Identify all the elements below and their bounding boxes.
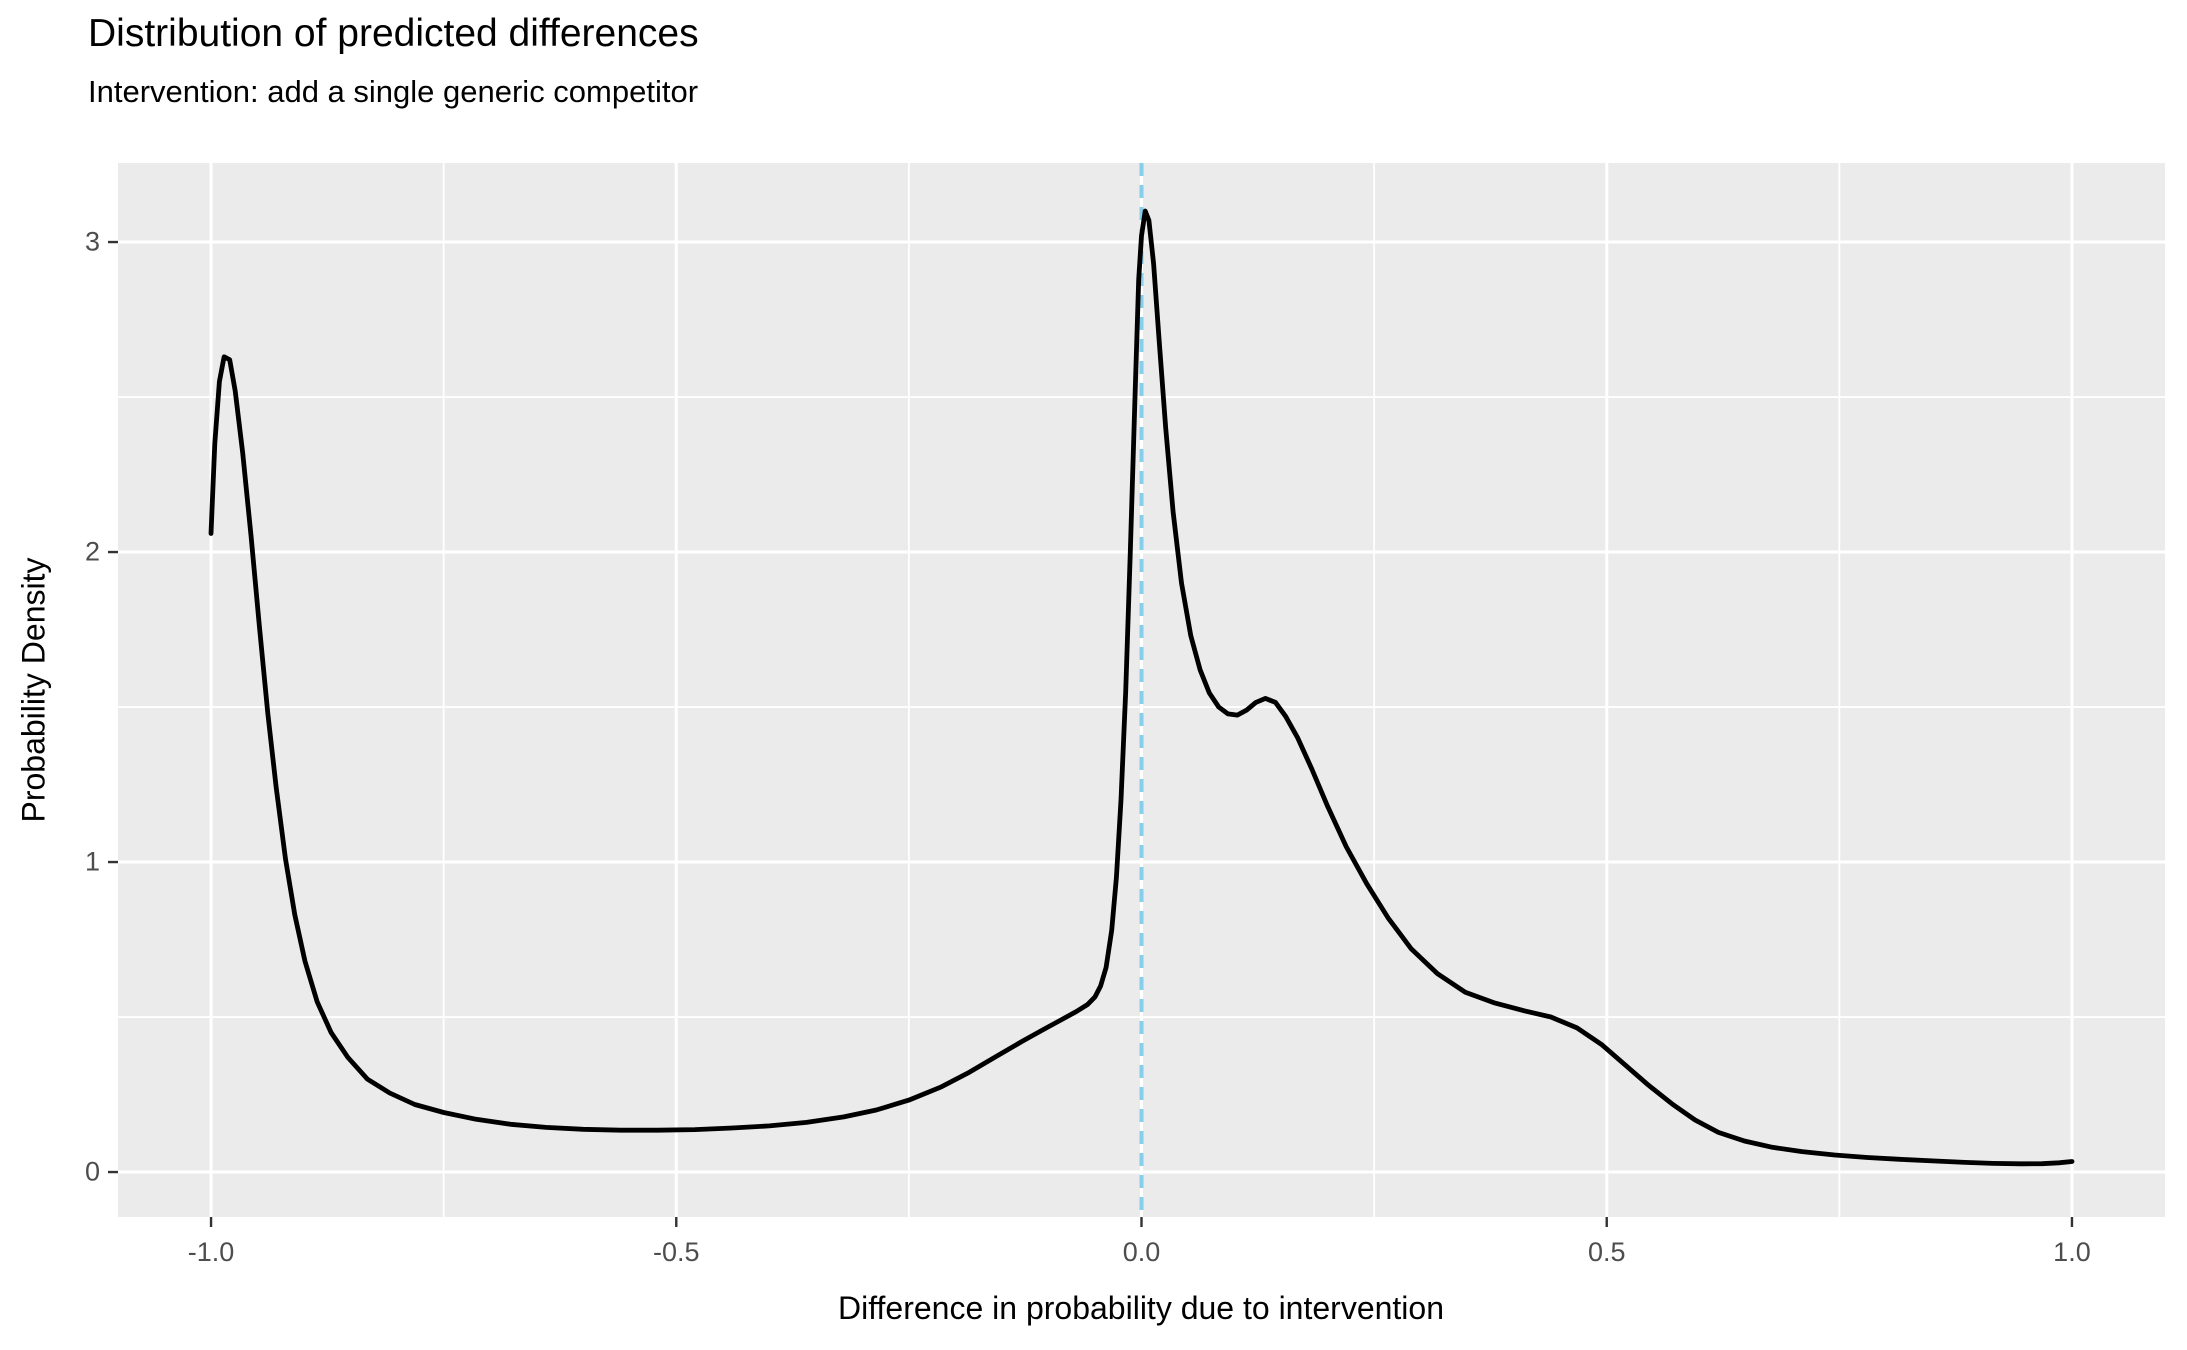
y-axis-title: Probability Density <box>15 557 52 823</box>
x-tick-label--0.5: -0.5 <box>653 1237 700 1267</box>
density-curve <box>208 208 2075 1167</box>
chart-subtitle: Intervention: add a single generic compe… <box>88 74 699 109</box>
x-tick-label-0.5: 0.5 <box>1587 1237 1626 1267</box>
x-tick-label-1.0: 1.0 <box>2053 1237 2091 1267</box>
y-tick-label-1: 1 <box>84 846 100 877</box>
x-tick-label-0.0: 0.0 <box>1122 1237 1161 1267</box>
chart-title: Distribution of predicted differences <box>88 12 699 55</box>
x-axis-title: Difference in probability due to interve… <box>838 1290 1444 1326</box>
y-tick-label-3: 3 <box>84 226 100 257</box>
y-tick-label-0: 0 <box>84 1156 100 1187</box>
y-tick-label-2: 2 <box>84 536 100 567</box>
x-tick-label--1.0: -1.0 <box>187 1237 235 1267</box>
